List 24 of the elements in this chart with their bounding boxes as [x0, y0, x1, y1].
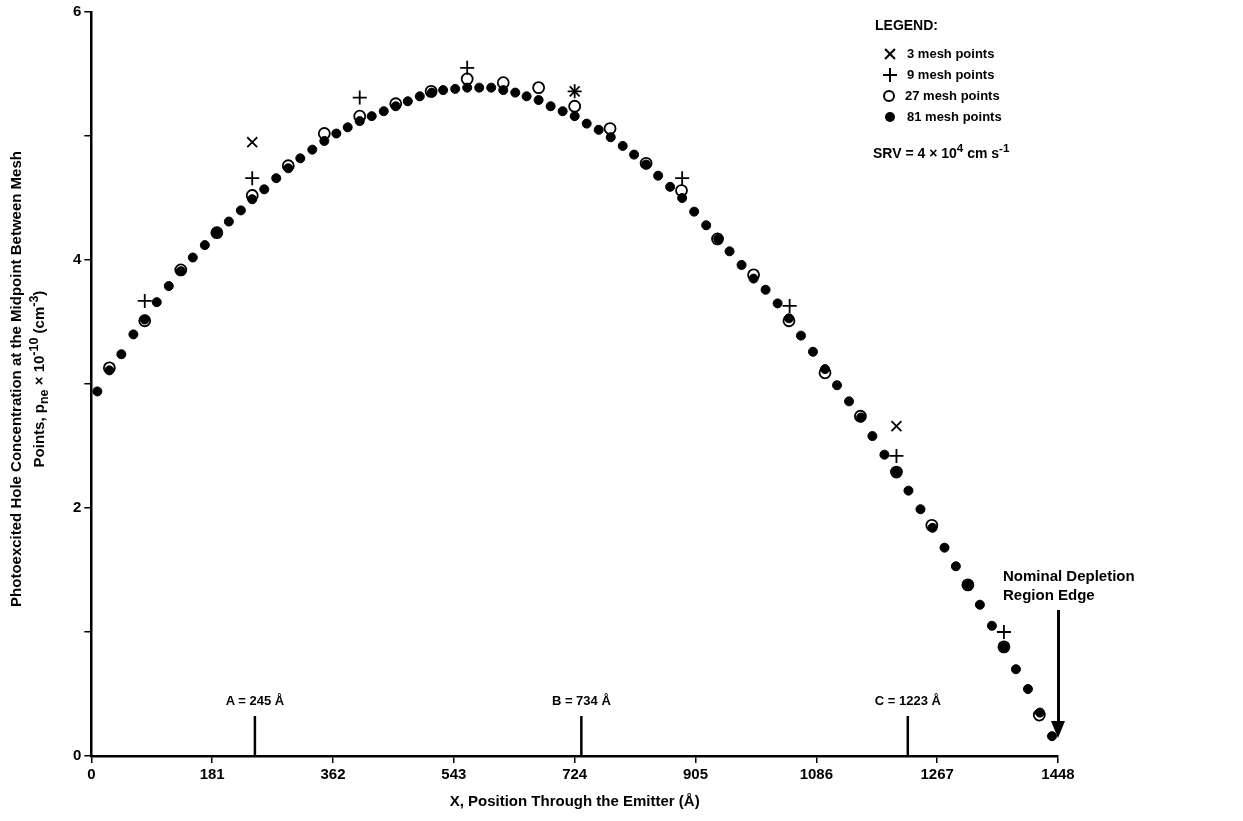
legend-label: 81 mesh points	[907, 109, 1002, 124]
y-tick-label: 0	[73, 746, 82, 764]
x-tick-label: 1267	[920, 765, 954, 783]
ref-line-label: C = 1223 Å	[874, 693, 942, 709]
legend-label: 9 mesh points	[907, 67, 995, 82]
x-tick-label: 543	[441, 765, 467, 783]
annotation: Nominal Depletion Region Edge	[1003, 566, 1136, 604]
annotation: SRV = 4 × 10$^{4}$ cm s$^{-1}$	[873, 141, 1010, 161]
legend-label: 27 mesh points	[905, 88, 1000, 103]
ref-line-label: B = 734 Å	[551, 693, 612, 709]
x-axis-title: X, Position Through the Emitter (Å)	[449, 792, 700, 810]
x-tick-label: 181	[199, 765, 225, 783]
x-tick-label: 1448	[1041, 765, 1075, 783]
legend-title: LEGEND:	[875, 17, 939, 33]
y-tick-label: 4	[73, 250, 82, 268]
x-tick-label: 905	[682, 765, 709, 783]
x-tick-label: 724	[562, 765, 588, 783]
y-tick-label: 2	[73, 498, 82, 516]
ref-line-label: A = 245 Å	[225, 693, 285, 709]
legend-label: 3 mesh points	[907, 46, 995, 61]
x-tick-label: 362	[320, 765, 346, 783]
x-tick-label: 0	[87, 765, 96, 783]
y-tick-label: 6	[73, 2, 82, 20]
x-tick-label: 1086	[799, 765, 834, 783]
